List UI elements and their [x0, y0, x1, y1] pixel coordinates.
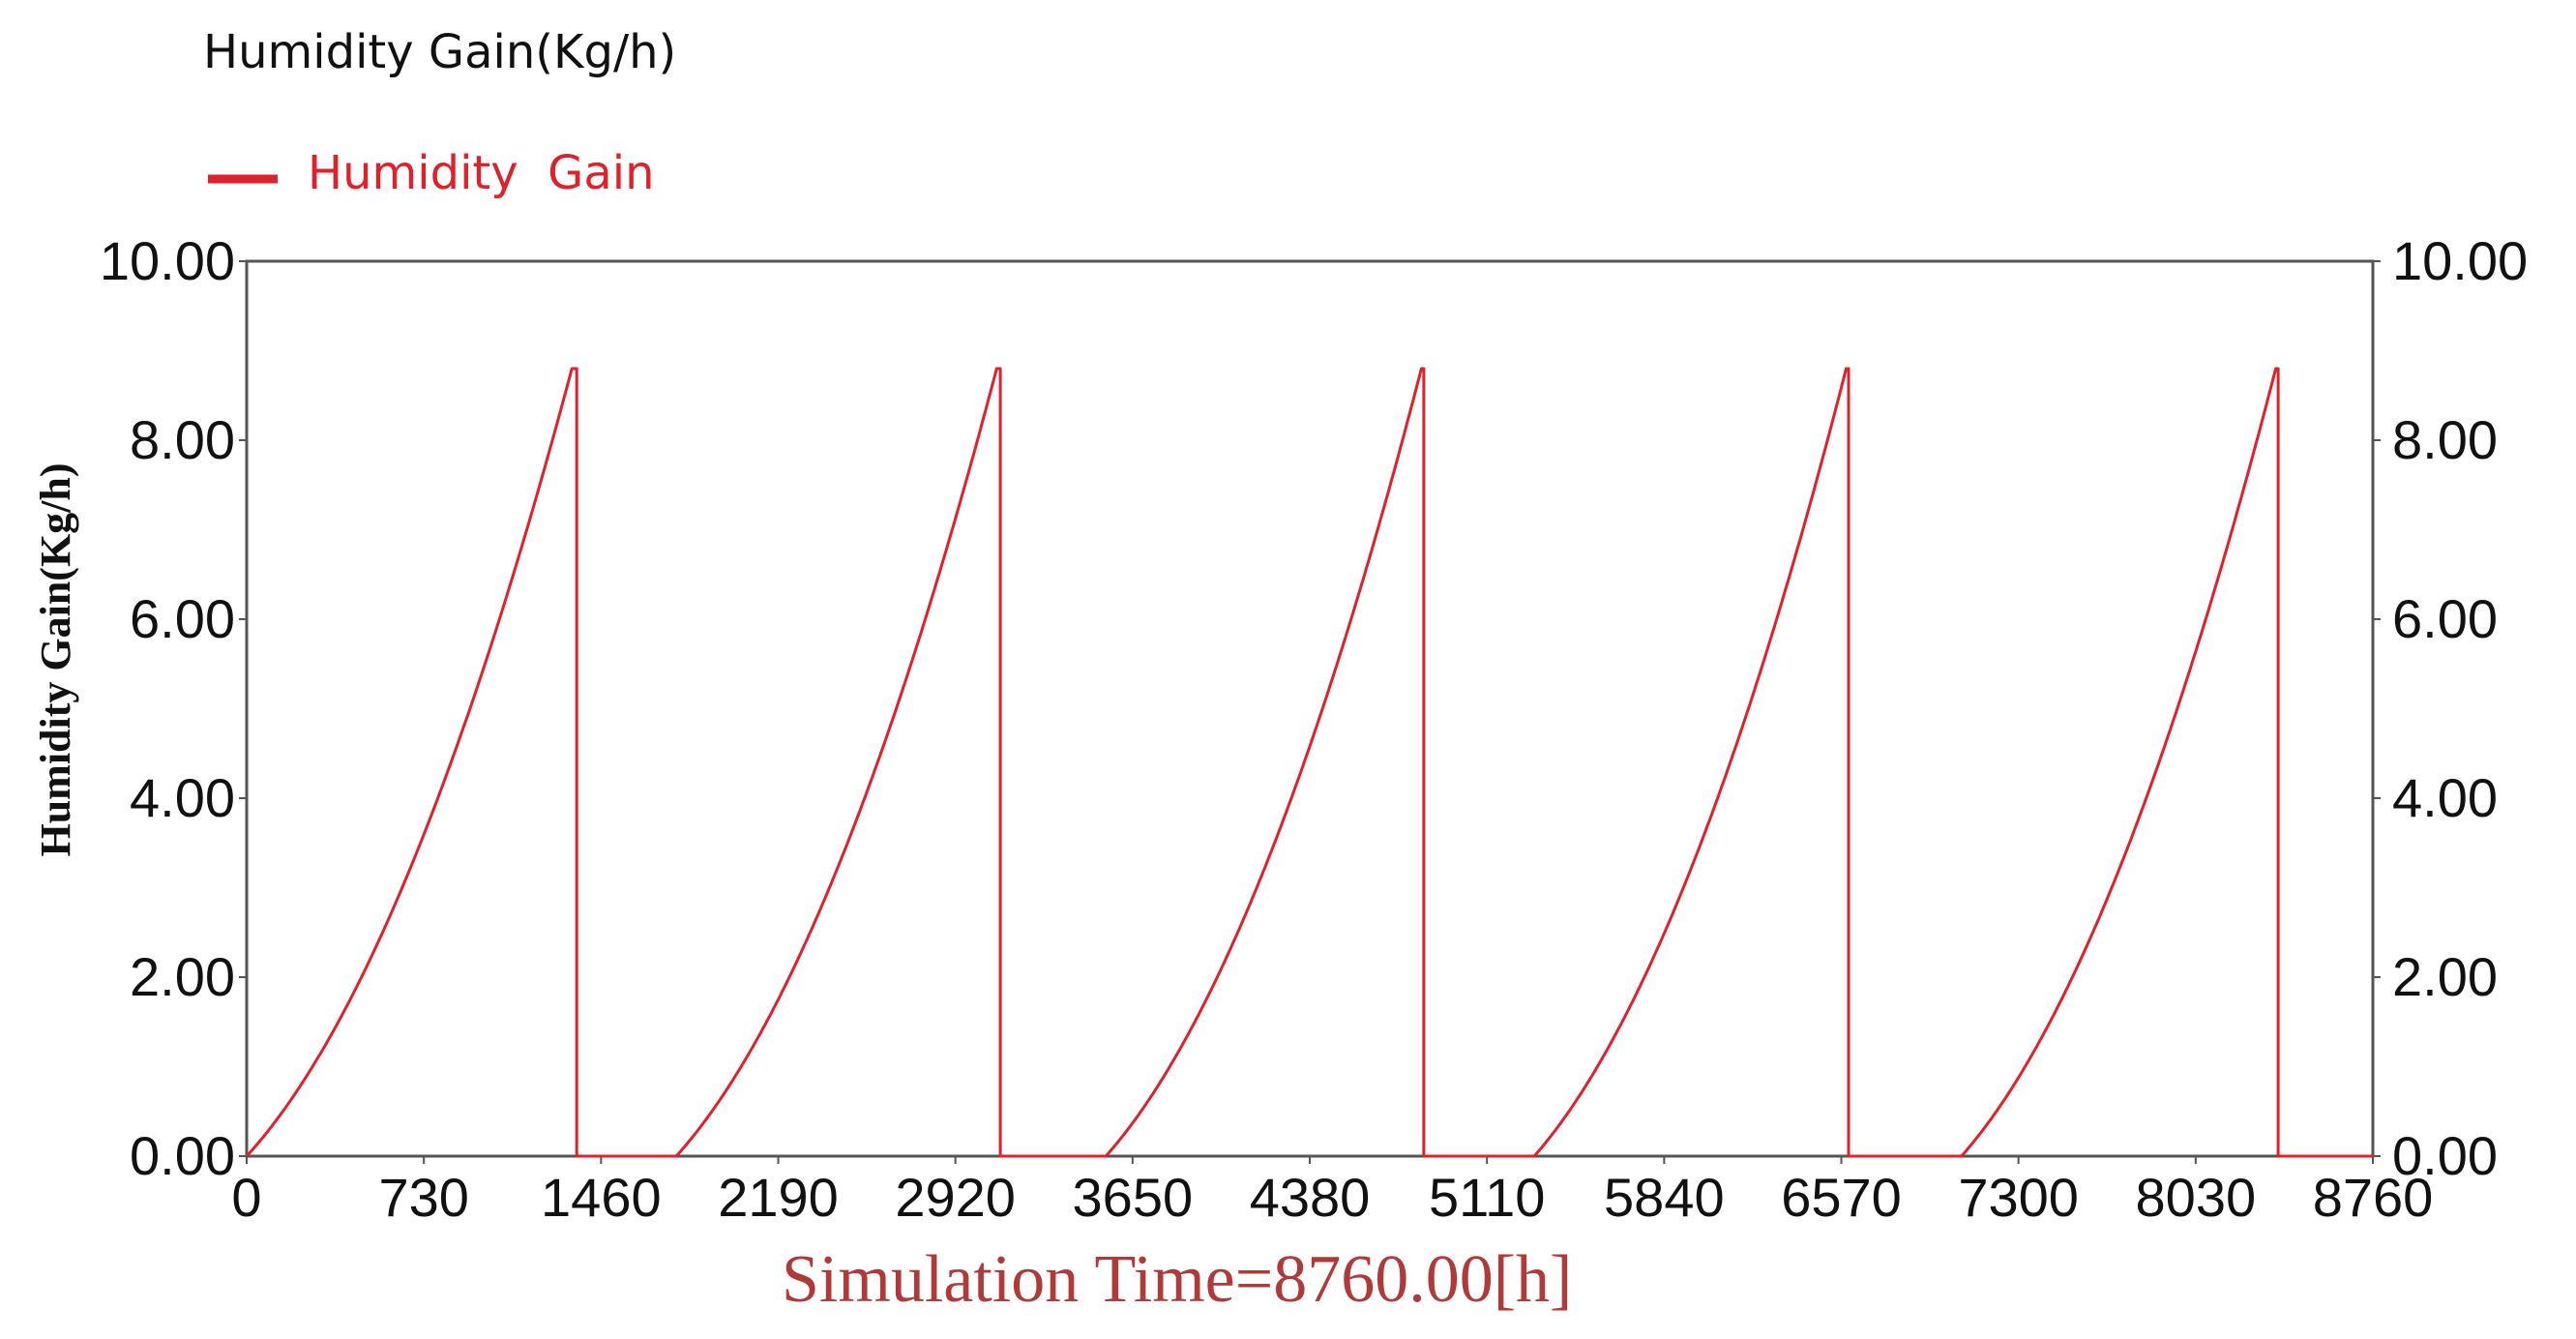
x-tick-label: 4380 — [1250, 1167, 1371, 1228]
simulation-time-label: Simulation Time=8760.00[h] — [782, 1242, 1572, 1317]
y-axis-label: Humidity Gain(Kg/h) — [32, 462, 79, 856]
chart-title: Humidity Gain(Kg/h) — [203, 25, 676, 79]
y-tick-label-left: 10.00 — [100, 230, 235, 291]
series-humidity-gain — [245, 367, 2373, 1158]
x-tick-label: 1460 — [541, 1167, 662, 1228]
y-axis-right: 0.00 2.00 4.00 6.00 8.00 10.00 — [2373, 230, 2528, 1186]
y-tick-label-left: 6.00 — [130, 588, 235, 649]
x-tick-label: 8760 — [2313, 1167, 2434, 1228]
x-tick-label: 8030 — [2136, 1167, 2257, 1228]
y-tick-label-right: 10.00 — [2392, 230, 2528, 291]
y-tick-label-right: 2.00 — [2392, 946, 2498, 1007]
x-tick-label: 6570 — [1781, 1167, 1902, 1228]
series-line — [245, 367, 2373, 1158]
x-tick-label: 2190 — [718, 1167, 839, 1228]
x-tick-label: 5840 — [1604, 1167, 1725, 1228]
x-tick-label: 7300 — [1958, 1167, 2079, 1228]
x-axis: 0 730 1460 2190 2920 3650 4380 5110 5840 6570 7300… — [231, 1156, 2433, 1228]
y-tick-label-right: 4.00 — [2392, 767, 2498, 828]
y-tick-label-left: 8.00 — [130, 409, 235, 470]
x-tick-label: 5110 — [1429, 1167, 1545, 1228]
y-tick-label-right: 6.00 — [2392, 588, 2498, 649]
x-tick-label: 730 — [378, 1167, 468, 1228]
legend: Humidity Gain — [208, 146, 655, 200]
y-tick-label-right: 8.00 — [2392, 409, 2498, 470]
y-tick-label-right: 0.00 — [2392, 1125, 2498, 1186]
legend-label: Humidity Gain — [308, 146, 655, 200]
x-tick-label: 2920 — [895, 1167, 1016, 1228]
y-tick-label-left: 0.00 — [130, 1125, 235, 1186]
y-axis-left: 0.00 2.00 4.00 6.00 8.00 10.00 — [100, 230, 247, 1186]
y-tick-label-left: 4.00 — [130, 767, 235, 828]
y-tick-label-left: 2.00 — [130, 946, 235, 1007]
x-tick-label: 3650 — [1073, 1167, 1194, 1228]
x-tick-label: 0 — [231, 1167, 261, 1228]
